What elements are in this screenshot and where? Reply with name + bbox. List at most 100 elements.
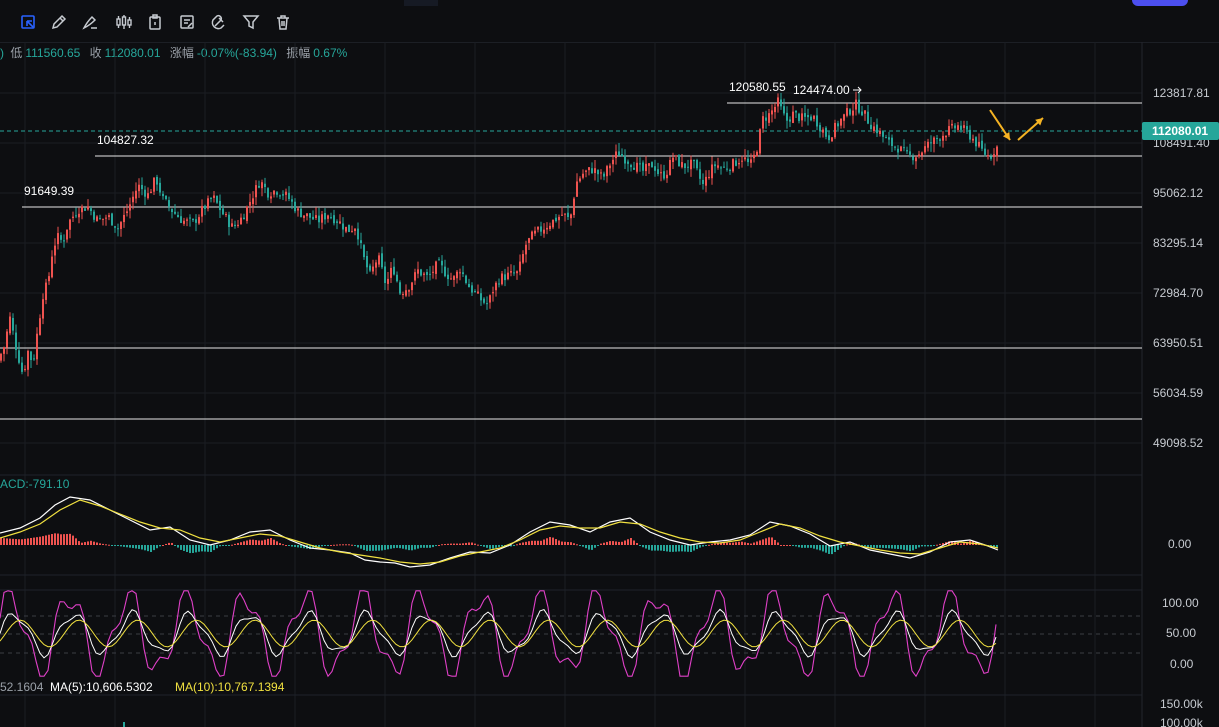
candle-body [831, 137, 833, 142]
pencil-icon[interactable] [48, 11, 70, 33]
macd-histogram-bar [345, 544, 347, 546]
select-icon[interactable] [17, 11, 39, 33]
candle-body [315, 215, 317, 219]
macd-histogram-bar [426, 545, 428, 548]
candle-body [591, 168, 593, 174]
candle-body [69, 219, 71, 230]
macd-histogram-bar [156, 545, 158, 549]
macd-histogram-bar [963, 542, 965, 545]
macd-histogram-bar [780, 545, 782, 546]
macd-histogram-bar [99, 543, 101, 545]
macd-histogram-bar [48, 534, 50, 545]
candle-body [450, 278, 452, 280]
macd-histogram-bar [168, 542, 170, 545]
macd-histogram-bar [531, 540, 533, 545]
macd-histogram-bar [597, 545, 599, 546]
macd-histogram-bar [861, 545, 863, 546]
candle-body [273, 190, 275, 195]
candle-body [942, 135, 944, 141]
candle-body [609, 165, 611, 169]
candle-body [336, 221, 338, 223]
candle-body [228, 214, 230, 228]
macd-histogram-bar [216, 545, 218, 549]
macd-histogram-bar [231, 544, 233, 546]
candle-body [795, 110, 797, 113]
candle-body [138, 184, 140, 192]
candle-body [903, 147, 905, 149]
macd-histogram-bar [45, 535, 47, 545]
macd-histogram-bar [747, 542, 749, 545]
candle-body [975, 137, 977, 147]
candle-body [384, 266, 386, 284]
magnet-icon[interactable] [208, 11, 230, 33]
candle-body [546, 227, 548, 230]
candle-body [90, 208, 92, 212]
macd-histogram-bar [144, 545, 146, 551]
macd-histogram-bar [768, 537, 770, 545]
candle-body [492, 292, 494, 294]
candle-body [180, 216, 182, 223]
macd-histogram-bar [642, 545, 644, 548]
candle-body [303, 215, 305, 218]
candle-body [864, 110, 866, 114]
candle-body [12, 318, 14, 331]
candle-body [984, 148, 986, 155]
candle-body [345, 226, 347, 232]
macd-histogram-bar [990, 545, 992, 546]
candle-body [981, 140, 983, 149]
macd-histogram-bar [78, 541, 80, 545]
macd-histogram-bar [249, 539, 251, 545]
macd-histogram-bar [225, 545, 227, 546]
candle-body [348, 224, 350, 232]
candle-body [594, 168, 596, 174]
candle-body [606, 166, 608, 177]
macd-histogram-bar [696, 545, 698, 550]
candle-body [123, 214, 125, 223]
low-value: 111560.65 [25, 46, 81, 60]
macd-histogram-bar [636, 543, 638, 545]
candle-body [507, 272, 509, 280]
macd-histogram-bar [252, 539, 254, 545]
macd-histogram-bar [372, 545, 374, 551]
candle-body [150, 191, 152, 194]
candle-body [201, 206, 203, 217]
candle-body [990, 156, 992, 159]
filter-icon[interactable] [240, 11, 262, 33]
brush-icon[interactable] [79, 11, 101, 33]
macd-histogram-bar [123, 545, 125, 547]
candle-body [678, 155, 680, 167]
candle-body [21, 362, 23, 372]
candle-body [759, 129, 761, 154]
volume-ma10-label: MA(10):10,767.1394 [175, 680, 285, 694]
candles-icon[interactable] [113, 11, 135, 33]
candle-body [267, 188, 269, 198]
candle-body [501, 273, 503, 285]
macd-histogram-bar [951, 541, 953, 545]
current-price-tag [1142, 122, 1219, 140]
candle-body [543, 229, 545, 234]
candle-body [321, 214, 323, 223]
candle-body [231, 223, 233, 227]
clipboard-icon[interactable] [144, 11, 166, 33]
macd-histogram-bar [885, 545, 887, 549]
macd-histogram-bar [408, 545, 410, 551]
candle-body [909, 151, 911, 155]
candle-body [978, 141, 980, 147]
macd-histogram-bar [192, 545, 194, 553]
macd-histogram-bar [588, 545, 590, 550]
macd-histogram-bar [462, 543, 464, 545]
candle-body [405, 290, 407, 296]
candle-body [801, 113, 803, 121]
macd-histogram-bar [150, 545, 152, 552]
note-icon[interactable] [176, 11, 198, 33]
macd-histogram-bar [495, 545, 497, 548]
candle-body [468, 283, 470, 288]
macd-histogram-bar [786, 545, 788, 546]
trash-icon[interactable] [272, 11, 294, 33]
candle-body [324, 212, 326, 220]
kdj-axis-label-100: 100.00 [1162, 596, 1199, 610]
macd-histogram-bar [291, 545, 293, 547]
candle-body [45, 282, 47, 300]
candle-body [294, 201, 296, 212]
